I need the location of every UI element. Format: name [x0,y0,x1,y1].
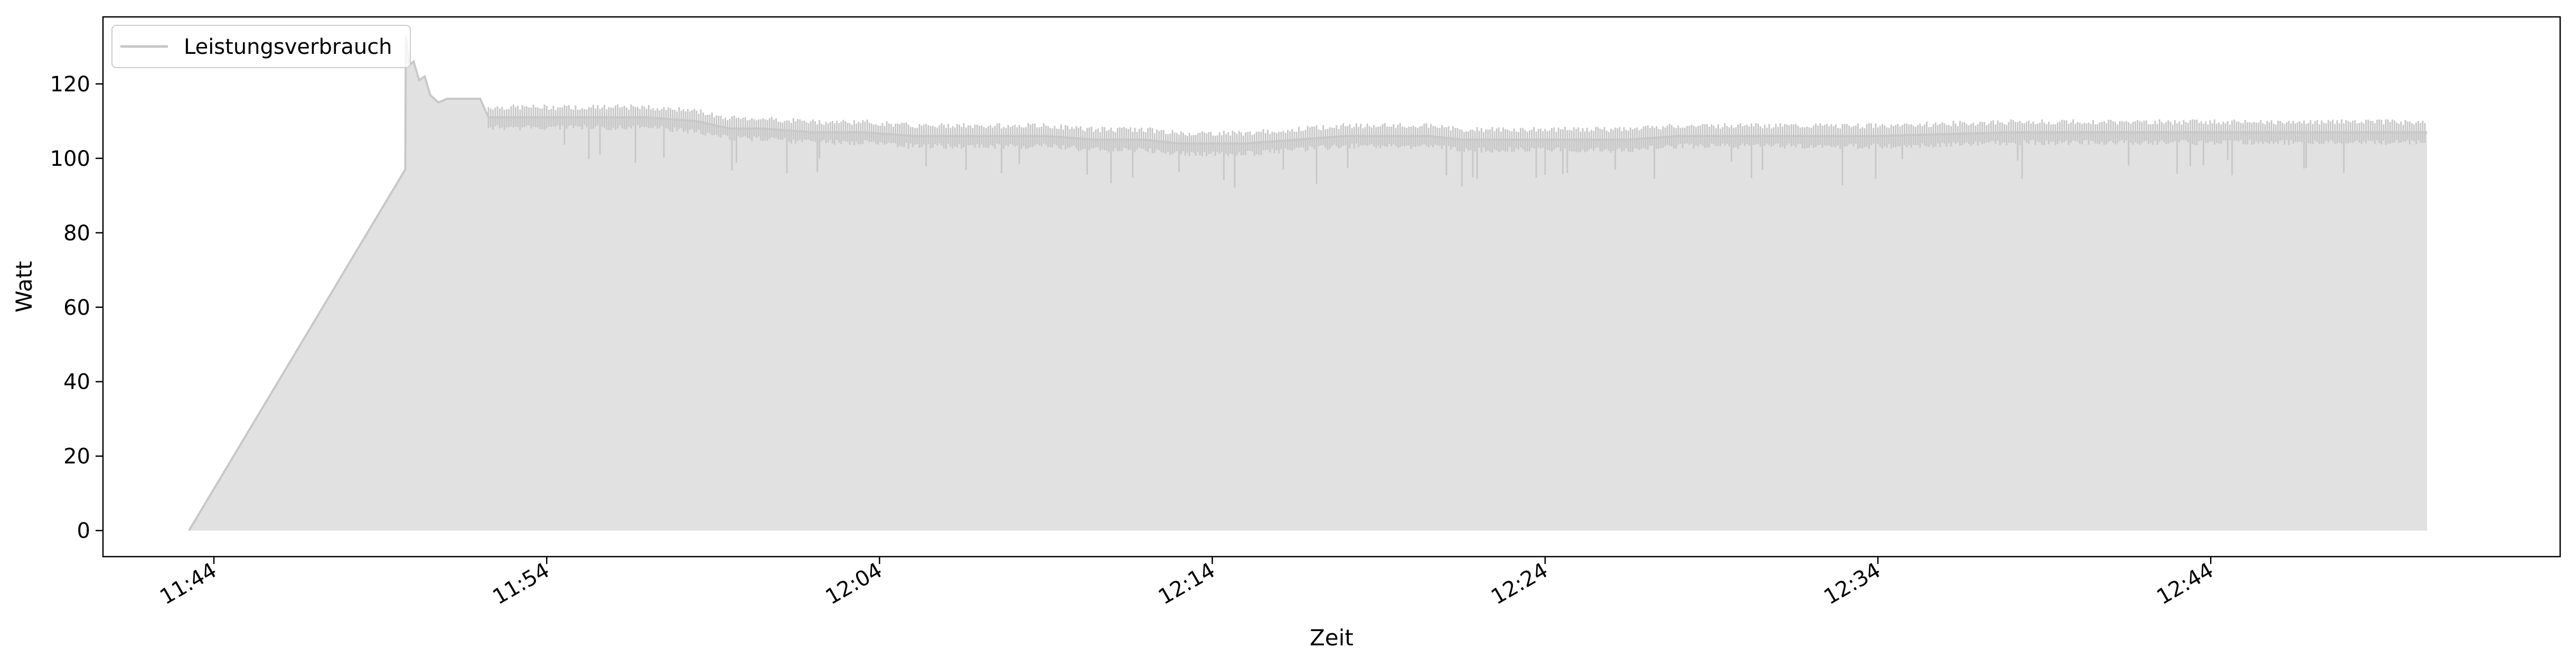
legend: Leistungsverbrauch [111,25,411,68]
x-axis: 11:44 11:54 12:04 12:14 12:24 12:34 12:44 [156,557,2217,609]
series-area-fill [189,35,2427,531]
series-line [188,35,2427,531]
y-tick-label: 120 [50,72,90,97]
y-tick-label: 100 [50,147,90,171]
y-tick-label: 80 [63,221,90,246]
x-tick-label: 12:14 [1154,558,1219,609]
y-tick-label: 0 [77,519,90,543]
x-tick-label: 11:44 [156,558,221,609]
y-tick-label: 20 [63,445,90,469]
y-axis: 0 20 40 60 80 100 120 [50,72,103,543]
plot-frame [102,16,2561,558]
legend-box [111,25,411,68]
y-axis-label: Watt [11,261,37,313]
x-tick-label: 12:34 [1820,558,1885,609]
x-tick-label: 12:44 [2152,558,2217,609]
x-tick-label: 12:24 [1487,558,1552,609]
x-tick-label: 12:04 [822,558,887,609]
y-tick-label: 40 [63,370,90,394]
plot-area [188,35,2427,531]
x-axis-label: Zeit [1310,625,1353,651]
x-tick-label: 11:54 [488,558,553,609]
legend-label: Leistungsverbrauch [184,35,392,59]
y-tick-label: 60 [63,296,90,320]
